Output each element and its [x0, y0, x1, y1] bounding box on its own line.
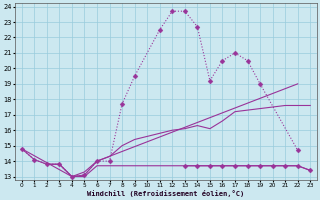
- X-axis label: Windchill (Refroidissement éolien,°C): Windchill (Refroidissement éolien,°C): [87, 190, 244, 197]
